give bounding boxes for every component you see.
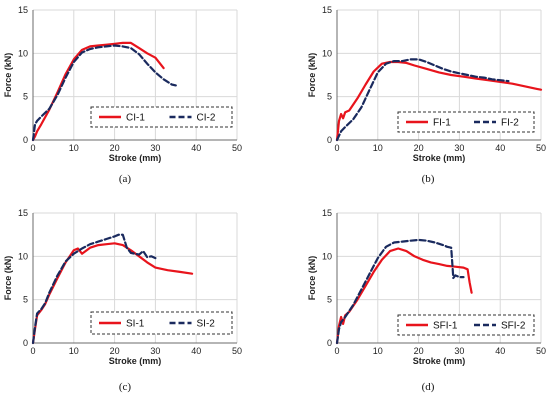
x-tick-label: 40 <box>191 346 201 356</box>
x-tick-label: 20 <box>110 143 120 153</box>
legend-label-si-1: SI-1 <box>126 319 145 330</box>
legend-label-fi-1: FI-1 <box>433 118 451 129</box>
x-tick-label: 40 <box>495 143 505 153</box>
y-tick-label: 15 <box>322 208 332 218</box>
y-axis-title: Force (kN) <box>3 53 13 98</box>
y-axis-title: Force (kN) <box>3 256 13 301</box>
x-tick-label: 30 <box>150 143 160 153</box>
y-tick-label: 15 <box>322 5 332 15</box>
y-tick-label: 15 <box>18 208 28 218</box>
x-tick-label: 10 <box>69 143 79 153</box>
x-tick-label: 50 <box>232 143 242 153</box>
x-tick-label: 50 <box>536 143 546 153</box>
y-tick-label: 15 <box>18 5 28 15</box>
x-tick-label: 10 <box>373 346 383 356</box>
legend: SFI-1 SFI-2 <box>397 314 535 336</box>
series-line-sfi-2 <box>335 238 465 345</box>
x-tick-label: 30 <box>454 346 464 356</box>
y-tick-label: 5 <box>327 295 332 305</box>
panel-label: (a) <box>119 173 132 185</box>
x-tick-label: 10 <box>373 143 383 153</box>
y-axis-title: Force (kN) <box>307 53 317 98</box>
x-tick-label: 50 <box>232 346 242 356</box>
chart-panel-2: 0 10 20 30 40 50 0 5 10 15 Stroke (mm) Force (kN) FI… <box>307 5 546 185</box>
x-axis-title: Stroke (mm) <box>413 356 466 366</box>
y-axis-title: Force (kN) <box>307 256 317 301</box>
legend-box <box>90 311 233 335</box>
y-tick-label: 10 <box>18 48 28 58</box>
legend-label-fi-2: FI-2 <box>501 118 519 129</box>
legend-box <box>397 314 535 336</box>
y-tick-label: 0 <box>23 338 28 348</box>
y-tick-label: 0 <box>327 135 332 145</box>
x-tick-label: 0 <box>30 346 35 356</box>
y-tick-label: 10 <box>322 48 332 58</box>
legend-label-ci-1: CI-1 <box>126 113 145 124</box>
x-tick-label: 20 <box>110 346 120 356</box>
legend: SI-1 SI-2 <box>90 311 233 335</box>
y-tick-label: 10 <box>322 251 332 261</box>
x-tick-label: 0 <box>30 143 35 153</box>
x-tick-label: 10 <box>69 346 79 356</box>
legend-box <box>90 106 233 128</box>
x-tick-label: 50 <box>536 346 546 356</box>
chart-panel-3: 0 10 20 30 40 50 0 5 10 15 Stroke (mm) Force (kN) SI… <box>3 208 242 393</box>
x-tick-label: 0 <box>334 143 339 153</box>
y-tick-label: 10 <box>18 251 28 261</box>
y-tick-label: 5 <box>327 92 332 102</box>
x-axis-title: Stroke (mm) <box>109 153 162 163</box>
x-tick-label: 30 <box>150 346 160 356</box>
legend-label-ci-2: CI-2 <box>197 113 216 124</box>
legend: FI-1 FI-2 <box>397 111 535 133</box>
series-line-ci-2 <box>31 44 177 142</box>
panel-label: (c) <box>119 381 132 393</box>
chart-panel-4: 0 10 20 30 40 50 0 5 10 15 Stroke (mm) Force (kN) SF… <box>307 208 546 393</box>
series-line-ci-1 <box>31 41 165 142</box>
series-line-fi-2 <box>335 58 510 142</box>
series-line-fi-1 <box>335 60 543 142</box>
x-tick-label: 40 <box>191 143 201 153</box>
x-tick-label: 20 <box>414 143 424 153</box>
x-tick-label: 20 <box>414 346 424 356</box>
legend-box <box>397 111 535 133</box>
legend-label-sfi-1: SFI-1 <box>433 321 458 332</box>
series-line-si-2 <box>31 233 157 345</box>
panel-label: (d) <box>422 381 435 393</box>
x-tick-label: 40 <box>495 346 505 356</box>
panel-label: (b) <box>422 173 435 185</box>
y-tick-label: 0 <box>23 135 28 145</box>
legend: CI-1 CI-2 <box>90 106 233 128</box>
legend-label-si-2: SI-2 <box>197 319 216 330</box>
x-tick-label: 30 <box>454 143 464 153</box>
y-tick-label: 0 <box>327 338 332 348</box>
x-axis-title: Stroke (mm) <box>413 153 466 163</box>
chart-panel-1: 0 10 20 30 40 50 0 5 10 15 Stroke (mm) Force (kN) CI… <box>3 5 242 185</box>
x-tick-label: 0 <box>334 346 339 356</box>
x-axis-title: Stroke (mm) <box>109 356 162 366</box>
y-tick-label: 5 <box>23 295 28 305</box>
legend-label-sfi-2: SFI-2 <box>501 321 526 332</box>
y-tick-label: 5 <box>23 92 28 102</box>
